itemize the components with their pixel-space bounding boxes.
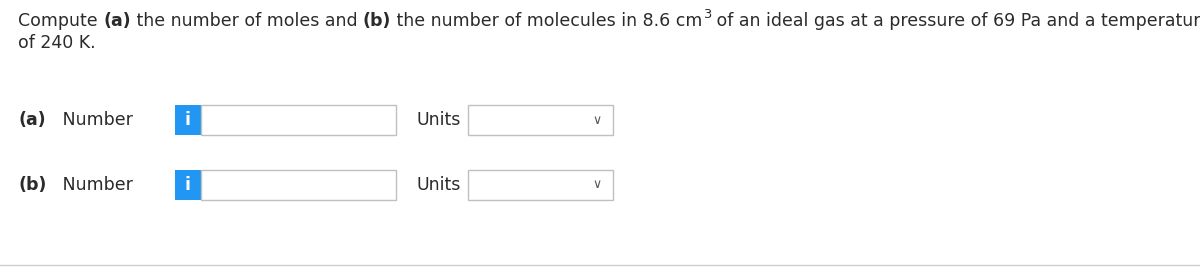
Text: Units: Units [416, 111, 461, 129]
Text: ∨: ∨ [593, 179, 602, 192]
Text: i: i [185, 111, 191, 129]
Text: the number of molecules in 8.6 cm: the number of molecules in 8.6 cm [391, 12, 703, 30]
Text: (a): (a) [18, 111, 46, 129]
Text: i: i [185, 176, 191, 194]
Text: Units: Units [416, 176, 461, 194]
Text: (b): (b) [362, 12, 391, 30]
Text: Number: Number [47, 176, 133, 194]
Text: of 240 K.: of 240 K. [18, 34, 96, 52]
Text: Compute: Compute [18, 12, 103, 30]
Text: 3: 3 [703, 8, 710, 21]
Text: of an ideal gas at a pressure of 69 Pa and a temperature: of an ideal gas at a pressure of 69 Pa a… [710, 12, 1200, 30]
Text: (a): (a) [103, 12, 131, 30]
Text: Number: Number [46, 111, 132, 129]
Text: ∨: ∨ [593, 113, 602, 127]
Text: the number of moles and: the number of moles and [131, 12, 362, 30]
Text: (b): (b) [18, 176, 47, 194]
